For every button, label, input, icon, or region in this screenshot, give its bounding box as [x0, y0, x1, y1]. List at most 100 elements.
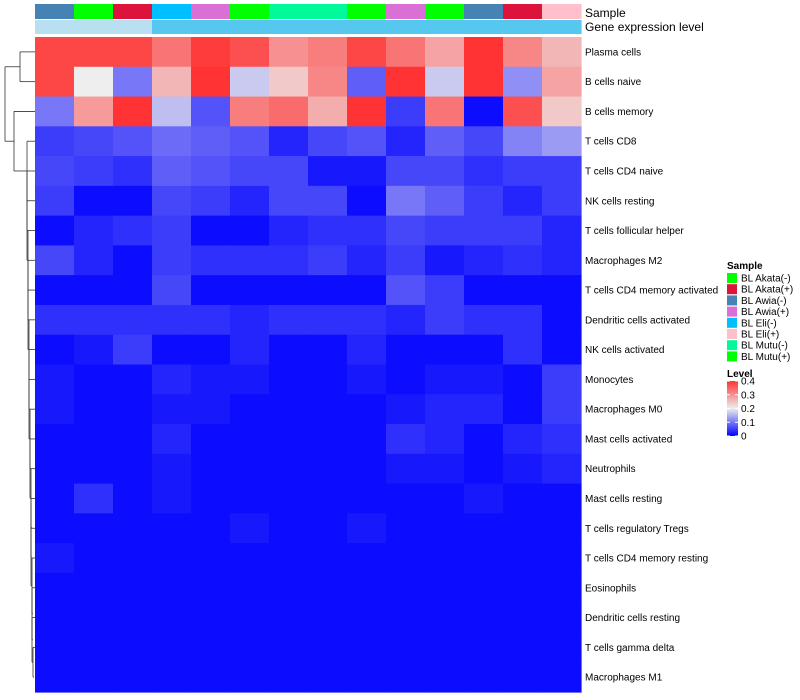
- heatmap-cell: [230, 126, 270, 157]
- heatmap-cell: [347, 215, 387, 247]
- heatmap-cell: [152, 424, 192, 455]
- sample-annotation-cell: [347, 4, 387, 19]
- heatmap-cell: [542, 424, 582, 455]
- heatmap-cell: [542, 245, 582, 276]
- heatmap-cell: [230, 215, 270, 247]
- heatmap-cell: [74, 126, 114, 157]
- heatmap-cell: [269, 304, 309, 336]
- heatmap-cell: [308, 156, 348, 187]
- heatmap-cell: [74, 662, 114, 693]
- row-label: Macrophages M0: [585, 405, 663, 416]
- expression-level-annotation-cell: [269, 20, 309, 34]
- heatmap-cell: [74, 364, 114, 395]
- heatmap-cell: [308, 662, 348, 693]
- expression-level-annotation-cell: [35, 20, 75, 34]
- heatmap-cell: [347, 275, 387, 306]
- heatmap-cell: [425, 543, 465, 574]
- heatmap-cell: [542, 364, 582, 395]
- heatmap-cell: [113, 304, 153, 336]
- heatmap-cell: [35, 96, 75, 127]
- heatmap-cell: [542, 66, 582, 98]
- heatmap-cell: [35, 602, 75, 634]
- sample-annotation-cell: [308, 4, 348, 19]
- heatmap-cell: [542, 126, 582, 157]
- heatmap-cell: [386, 364, 426, 395]
- heatmap-cell: [308, 572, 348, 604]
- sample-annotation-bar: [35, 4, 582, 19]
- heatmap-cell: [35, 156, 75, 187]
- heatmap-cell: [191, 96, 231, 127]
- heatmap-cell: [35, 126, 75, 157]
- row-dendrogram: [4, 51, 35, 678]
- row-label: Macrophages M2: [585, 256, 663, 267]
- sample-annotation-cell: [191, 4, 231, 19]
- heatmap-cell: [35, 37, 75, 68]
- heatmap-cell: [191, 602, 231, 634]
- heatmap-cell: [425, 483, 465, 514]
- heatmap-cell: [230, 453, 270, 485]
- heatmap-cell: [269, 543, 309, 574]
- expression-level-annotation-cell: [191, 20, 231, 34]
- heatmap-cell: [386, 632, 426, 663]
- heatmap-cell: [503, 424, 543, 455]
- heatmap-cell: [269, 185, 309, 217]
- heatmap-cell: [425, 572, 465, 604]
- heatmap-cell: [503, 245, 543, 276]
- heatmap-cell: [464, 275, 504, 306]
- row-label: Dendritic cells resting: [585, 613, 680, 624]
- heatmap-cells: [35, 37, 582, 693]
- heatmap-cell: [230, 275, 270, 306]
- heatmap-cell: [230, 543, 270, 574]
- heatmap-cell: [503, 304, 543, 336]
- row-label: T cells CD4 memory activated: [585, 286, 718, 297]
- expression-level-annotation-bar: [35, 20, 582, 34]
- level-colorbar: [727, 381, 738, 436]
- heatmap-cell: [230, 602, 270, 634]
- heatmap-cell: [386, 156, 426, 187]
- heatmap-cell: [152, 304, 192, 336]
- heatmap-cell: [230, 424, 270, 455]
- row-labels: Plasma cells B cells naive B cells memory T…: [585, 47, 718, 683]
- row-label: B cells memory: [585, 107, 653, 118]
- heatmap-cell: [35, 394, 75, 425]
- heatmap-cell: [191, 394, 231, 425]
- sample-annotation-cell: [269, 4, 309, 19]
- heatmap-cell: [269, 662, 309, 693]
- heatmap-cell: [347, 185, 387, 217]
- heatmap-cell: [347, 66, 387, 98]
- heatmap-cell: [542, 513, 582, 544]
- heatmap-cell: [74, 185, 114, 217]
- heatmap-cell: [191, 662, 231, 693]
- heatmap-cell: [542, 334, 582, 366]
- heatmap-cell: [425, 245, 465, 276]
- heatmap-cell: [152, 275, 192, 306]
- heatmap-cell: [191, 185, 231, 217]
- heatmap-cell: [542, 632, 582, 663]
- heatmap-cell: [347, 513, 387, 544]
- heatmap-cell: [464, 394, 504, 425]
- heatmap-cell: [74, 66, 114, 98]
- row-label: NK cells activated: [585, 345, 664, 356]
- heatmap-cell: [74, 275, 114, 306]
- heatmap-cell: [35, 364, 75, 395]
- row-label: NK cells resting: [585, 196, 654, 207]
- sample-annotation-cell: [152, 4, 192, 19]
- heatmap-cell: [425, 126, 465, 157]
- sample-legend-swatch: [727, 306, 737, 317]
- heatmap-cell: [386, 66, 426, 98]
- heatmap-cell: [347, 424, 387, 455]
- heatmap-cell: [425, 304, 465, 336]
- sample-legend-swatch: [727, 295, 737, 306]
- heatmap-cell: [35, 185, 75, 217]
- heatmap-cell: [74, 483, 114, 514]
- heatmap-cell: [230, 66, 270, 98]
- heatmap-cell: [386, 275, 426, 306]
- heatmap-cell: [425, 66, 465, 98]
- heatmap-cell: [386, 424, 426, 455]
- heatmap-cell: [35, 334, 75, 366]
- heatmap-cell: [464, 126, 504, 157]
- heatmap-cell: [503, 453, 543, 485]
- heatmap-cell: [347, 543, 387, 574]
- sample-annotation-cell: [503, 4, 543, 19]
